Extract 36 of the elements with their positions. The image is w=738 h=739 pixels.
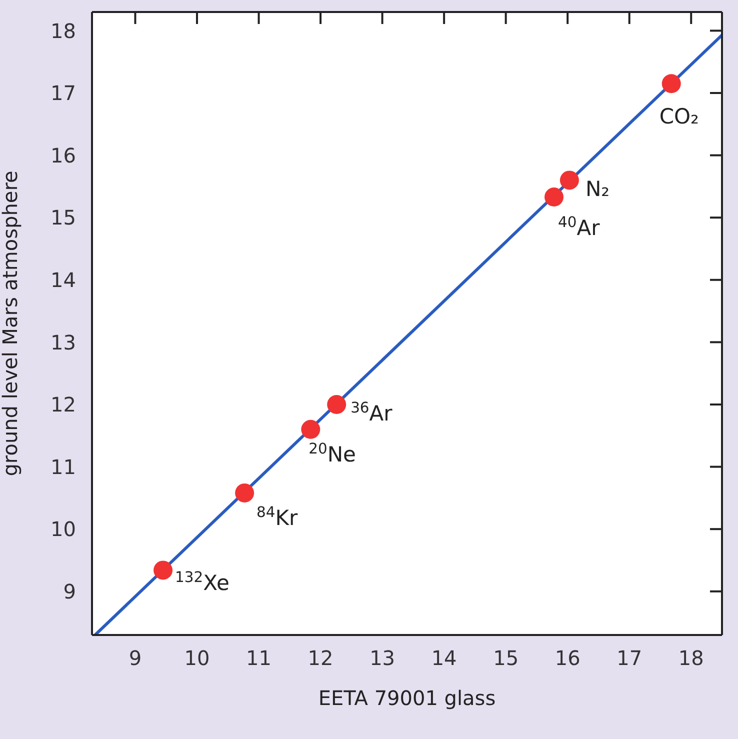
annotation: $^{40}$Ar [558, 214, 600, 240]
x-tick-label: 13 [370, 646, 396, 670]
y-tick-label: 15 [50, 206, 76, 230]
y-tick-label: 10 [50, 517, 76, 542]
annotation: $^{20}$Ne [308, 440, 356, 466]
x-tick-label: 16 [554, 646, 580, 670]
point [560, 170, 579, 190]
x-tick-label: 18 [678, 646, 704, 670]
y-tick-label: 11 [50, 454, 76, 479]
y-tick-label: 12 [50, 392, 76, 417]
y-tick-label: 14 [50, 268, 76, 292]
point [662, 74, 681, 94]
y-tick-label: 9 [63, 579, 76, 604]
point [544, 188, 564, 207]
x-tick-label: 17 [616, 646, 642, 670]
y-tick-label: 13 [50, 330, 76, 354]
y-axis-title: ground level Mars atmosphere [0, 170, 22, 476]
x-tick-label: 10 [184, 646, 210, 670]
x-tick-label: 11 [246, 646, 272, 670]
x-tick-label: 12 [308, 646, 334, 670]
point [154, 560, 173, 580]
point [301, 420, 320, 439]
annotation: $^{84}$Kr [256, 503, 298, 530]
x-tick-label: 15 [493, 646, 519, 670]
x-axis-title: EETA 79001 glass [318, 686, 496, 710]
annotation: N₂ [585, 177, 610, 202]
annotation: $^{36}$Ar [350, 398, 393, 426]
x-tick-label: 14 [431, 646, 457, 670]
y-tick-label: 17 [50, 81, 76, 106]
point [327, 394, 346, 414]
annotation: CO₂ [659, 104, 699, 129]
y-tick-label: 18 [50, 18, 76, 43]
annotation: $^{132}$Xe [175, 568, 230, 596]
x-tick-label: 9 [128, 646, 142, 670]
point [235, 483, 254, 502]
y-tick-label: 16 [50, 143, 76, 168]
